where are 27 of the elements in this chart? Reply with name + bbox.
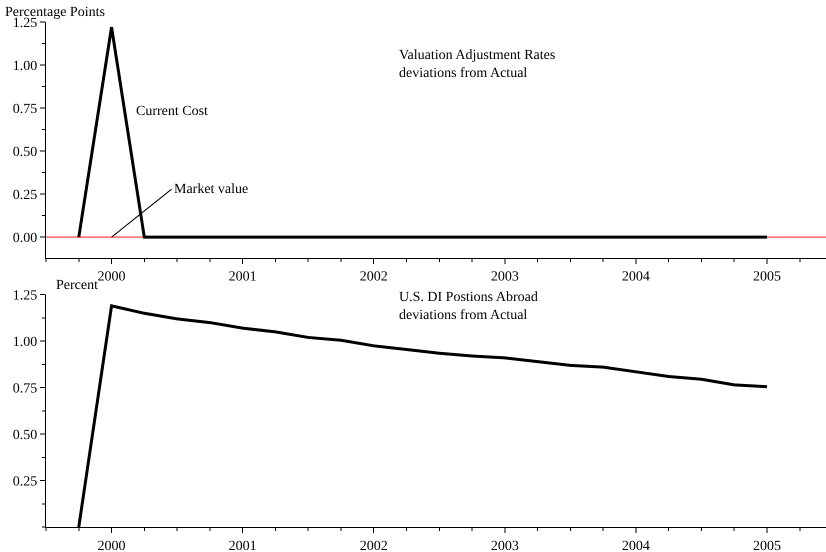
x-tick-label: 2004 xyxy=(622,538,650,552)
y-tick-label: 0.75 xyxy=(12,102,38,117)
y-tick-label: 0.25 xyxy=(12,188,38,204)
text: Valuation Adjustment Rates deviations from Actual xyxy=(399,48,556,82)
x-tick-label: 2002 xyxy=(360,270,388,285)
x-tick-label: 2004 xyxy=(622,270,650,285)
y-tick-label: 0.75 xyxy=(12,382,38,397)
x-tick-label: 2001 xyxy=(228,538,257,552)
y-tick-label: 0.50 xyxy=(12,145,38,160)
x-tick-label: 2001 xyxy=(228,270,257,285)
y-tick-label: 1.25 xyxy=(12,288,38,304)
x-tick-label: 2005 xyxy=(753,270,782,285)
y-axis-title: Percent xyxy=(56,278,98,293)
chart-title: U.S. DI Postions Abroad deviations from Actual xyxy=(399,290,538,324)
y-tick-label: 1.00 xyxy=(12,335,38,350)
y-tick-label: 0.50 xyxy=(12,428,38,443)
x-tick-label: 2003 xyxy=(490,270,519,285)
annotation: Market value xyxy=(174,182,248,197)
x-tick-label: 2005 xyxy=(753,538,782,552)
x-tick-label: 2002 xyxy=(360,538,388,552)
y-tick-label: 0.25 xyxy=(12,474,38,490)
y-tick-label: 0.00 xyxy=(12,231,38,246)
x-tick-label: 2000 xyxy=(98,270,126,285)
x-tick-label: 2000 xyxy=(98,538,126,552)
annotation: Current Cost xyxy=(136,104,208,119)
y-tick-label: 1.00 xyxy=(12,58,38,74)
x-tick-label: 2003 xyxy=(490,538,519,552)
